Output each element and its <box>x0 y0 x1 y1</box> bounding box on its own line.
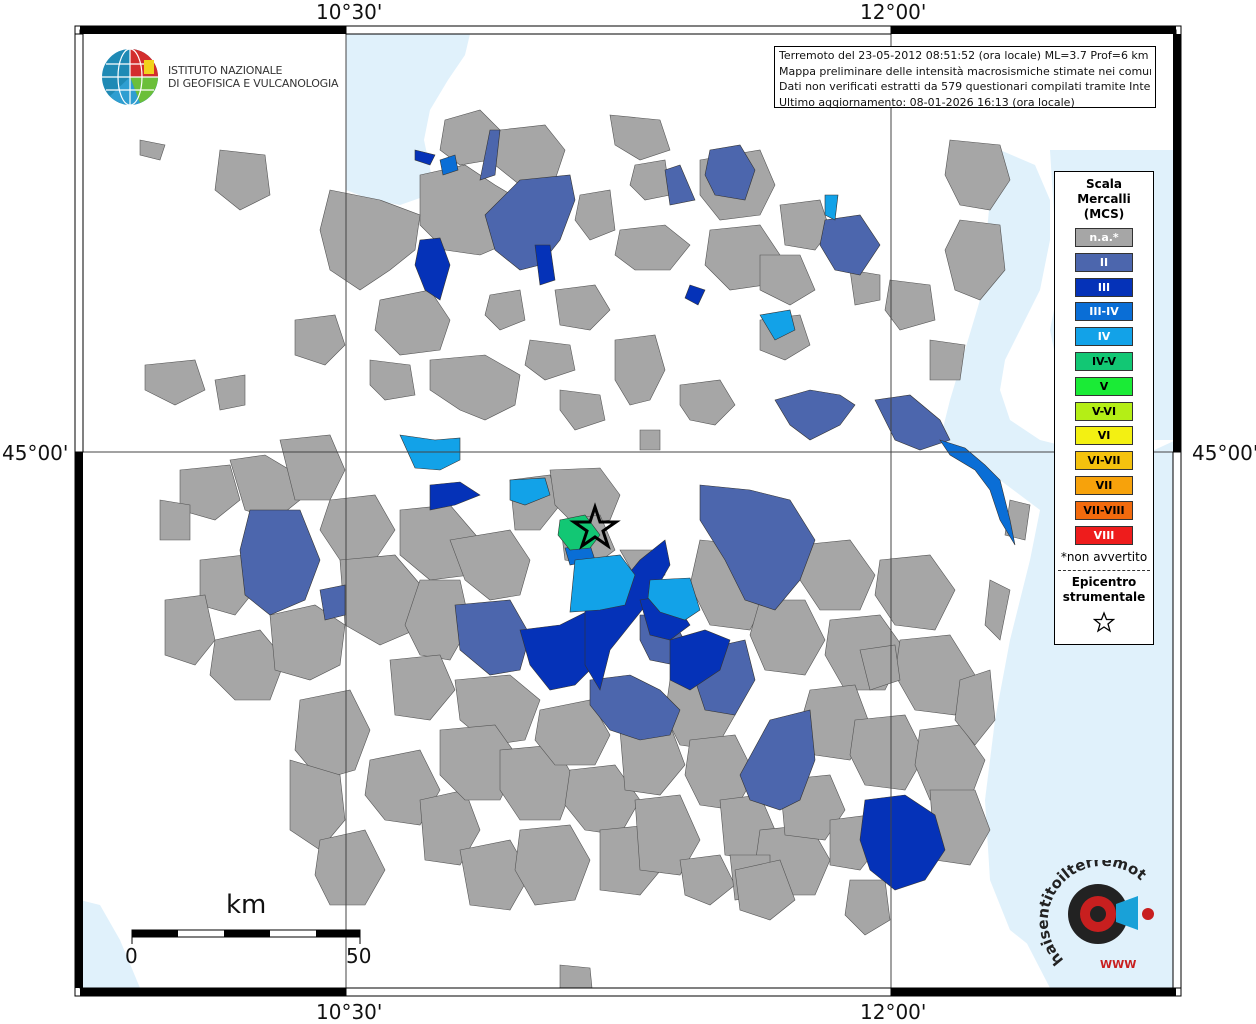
legend-epicenter-line1: Epicentro <box>1071 575 1137 590</box>
brand-www: WWW <box>1100 958 1136 971</box>
legend-items: n.a.* II III III-IV IV IV-V V V-VI VI VI-VII VII VI… <box>1055 228 1153 545</box>
scale-end-label: 50 <box>346 944 372 968</box>
legend-item: VIII <box>1075 525 1133 545</box>
mcs-legend: Scala Mercalli (MCS) n.a.* II III III-IV IV I… <box>1054 171 1154 645</box>
lon-label-bottom-left: 10°30' <box>316 1000 383 1024</box>
legend-item: V <box>1075 376 1133 396</box>
legend-epicenter-label: Epicentro strumentale <box>1055 575 1153 605</box>
lon-label-top-right: 12°00' <box>860 0 927 24</box>
legend-title: Scala Mercalli (MCS) <box>1055 177 1153 222</box>
event-info-line1: Terremoto del 23-05-2012 08:51:52 (ora l… <box>779 49 1149 62</box>
lat-label-right: 45°00' <box>1192 441 1256 465</box>
legend-item: II <box>1075 252 1133 272</box>
lon-label-top-left: 10°30' <box>316 0 383 24</box>
map-frame <box>74 25 1182 997</box>
legend-item: III <box>1075 277 1133 297</box>
lake-garda <box>346 34 470 205</box>
legend-item: IV <box>1075 327 1133 347</box>
event-info-line3: Dati non verificati estratti da 579 ques… <box>779 80 1151 93</box>
legend-item: III-IV <box>1075 302 1133 322</box>
scale-unit-label: km <box>226 890 267 920</box>
legend-item: V-VI <box>1075 401 1133 421</box>
legend-star-icon <box>1055 611 1153 637</box>
scale-start-label: 0 <box>125 944 138 968</box>
ingv-logo-icon <box>102 48 158 106</box>
legend-title-line3: (MCS) <box>1083 207 1125 221</box>
epicenter-star <box>569 502 621 550</box>
legend-divider <box>1058 570 1150 572</box>
legend-item: VII-VIII <box>1075 500 1133 520</box>
legend-note: *non avvertito <box>1060 550 1148 565</box>
legend-epicenter-line2: strumentale <box>1062 590 1146 605</box>
ligurian-sea <box>80 900 140 988</box>
ingv-logo-line1: ISTITUTO NAZIONALE <box>168 64 283 77</box>
legend-item: IV-V <box>1075 351 1133 371</box>
municipalities-iv <box>399 194 839 621</box>
legend-item: VI-VII <box>1075 451 1133 471</box>
lon-label-bottom-right: 12°00' <box>860 1000 927 1024</box>
municipalities-iii <box>414 149 946 891</box>
legend-item: VI <box>1075 426 1133 446</box>
ingv-logo-line2: DI GEOFISICA E VULCANOLOGIA <box>168 77 339 90</box>
ingv-logo-text: ISTITUTO NAZIONALE DI GEOFISICA E VULCAN… <box>168 64 339 90</box>
municipalities-ii <box>239 129 951 811</box>
legend-item: n.a.* <box>1075 228 1133 247</box>
legend-title-line2: Mercalli <box>1077 192 1131 206</box>
legend-title-line1: Scala <box>1085 177 1123 191</box>
lat-label-left: 45°00' <box>2 441 69 465</box>
scale-bar <box>131 929 361 944</box>
sea-bottom-right <box>1020 930 1176 988</box>
event-info-line2: Mappa preliminare delle intensità macros… <box>779 64 1151 78</box>
event-info-box: Terremoto del 23-05-2012 08:51:52 (ora l… <box>774 46 1156 109</box>
haisentito-logo-icon: haisentitoilterremoto.it WWW <box>1020 860 1154 971</box>
graticule <box>80 34 1176 988</box>
event-info-line4: Ultimo aggiornamento: 08-01-2026 16:13 (… <box>779 95 1075 109</box>
legend-item: VII <box>1075 475 1133 495</box>
